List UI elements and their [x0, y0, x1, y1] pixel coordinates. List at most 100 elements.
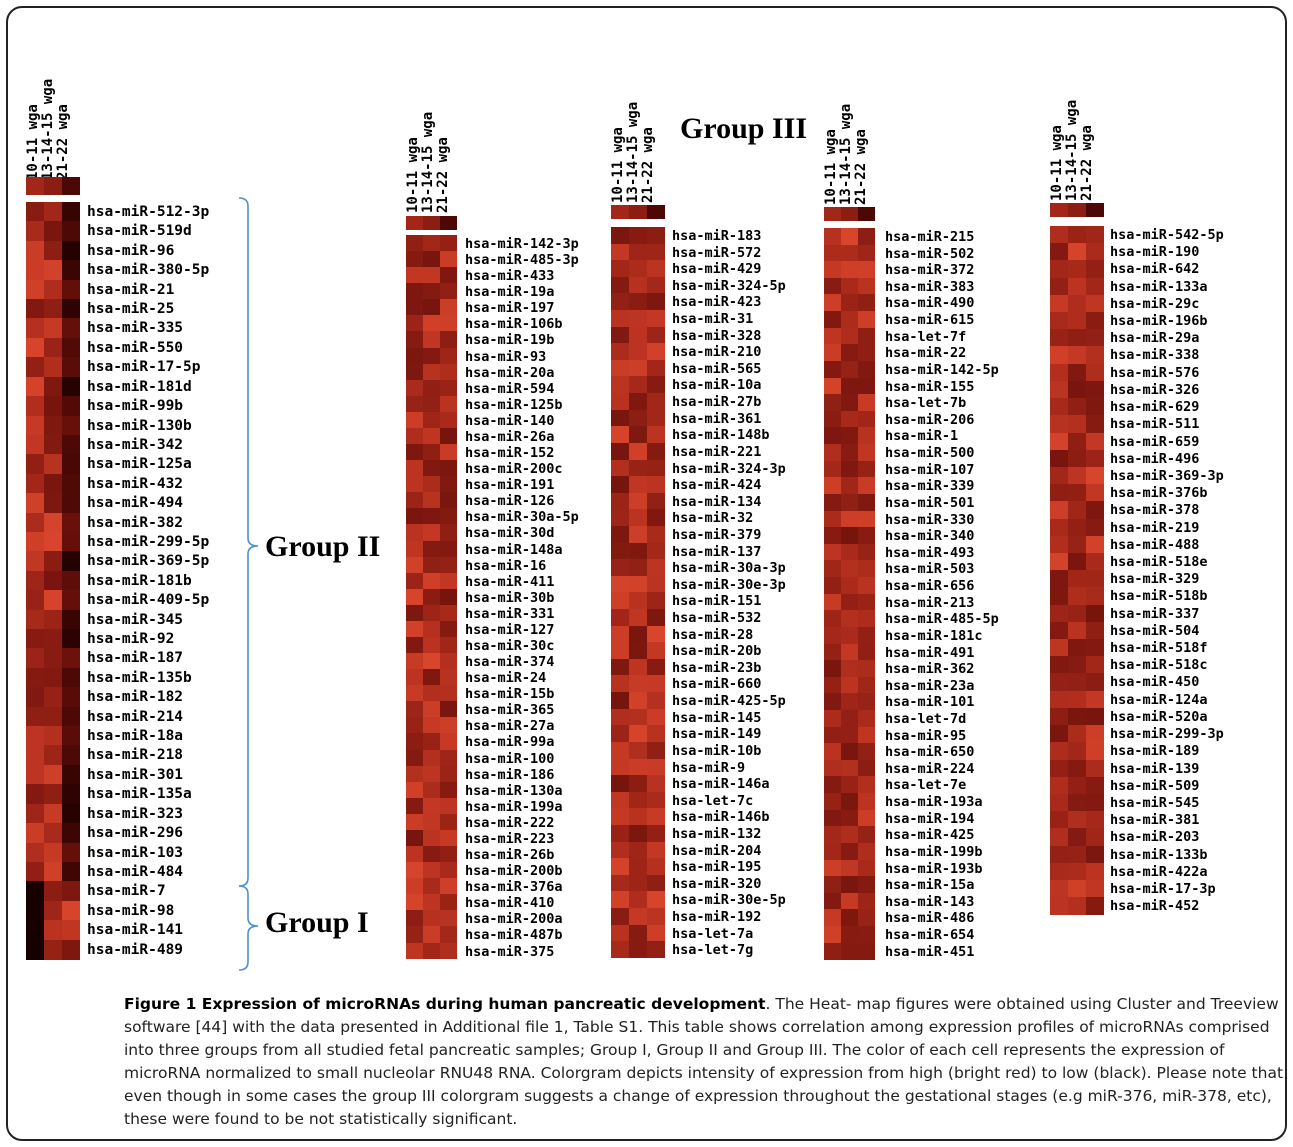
- caption-title: Figure 1 Expression of microRNAs during …: [124, 995, 766, 1013]
- heatmap-cell: [629, 326, 647, 344]
- mirna-label: hsa-miR-215: [885, 229, 975, 245]
- mirna-label: hsa-miR-10a: [672, 377, 762, 394]
- mirna-label: hsa-miR-654: [885, 927, 975, 944]
- mirna-label: hsa-miR-126: [465, 493, 555, 510]
- mirna-label: hsa-miR-30c: [465, 638, 555, 654]
- mirna-label: hsa-let-7g: [672, 942, 754, 959]
- heatmap-cell: [824, 759, 841, 778]
- heatmap-cell: [1086, 243, 1104, 261]
- heatmap-cell: [841, 344, 858, 362]
- column-header: 10-11 wga: [405, 137, 421, 213]
- heatmap-cell: [26, 434, 44, 455]
- heatmap-cell: [647, 310, 665, 328]
- heatmap-cell: [611, 476, 629, 494]
- heatmap-cell: [423, 701, 440, 718]
- heatmap-cell: [26, 900, 44, 921]
- mirna-label: hsa-let-7c: [672, 792, 754, 809]
- heatmap-cell: [44, 920, 62, 941]
- heatmap-cell: [62, 415, 80, 436]
- heatmap-cell: [629, 459, 647, 477]
- heatmap-cell: [647, 243, 665, 261]
- mirna-label: hsa-miR-135b: [87, 669, 192, 686]
- mirna-label: hsa-miR-331: [465, 605, 555, 622]
- heatmap-cell: [858, 892, 875, 911]
- mirna-label: hsa-miR-127: [465, 621, 555, 638]
- heatmap-cell: [406, 620, 423, 638]
- heatmap-cell: [1086, 518, 1104, 537]
- heatmap-cell: [440, 878, 457, 895]
- heatmap-cell: [629, 492, 647, 510]
- heatmap-cell: [647, 393, 665, 411]
- heatmap-cell: [1050, 656, 1068, 675]
- mirna-label: hsa-miR-133a: [1110, 278, 1208, 295]
- mirna-label: hsa-miR-511: [1110, 416, 1200, 433]
- heatmap-cell: [440, 846, 457, 863]
- mirna-label: hsa-miR-30a-5p: [465, 509, 579, 526]
- mirna-label: hsa-miR-380-5p: [87, 262, 210, 279]
- mirna-label: hsa-miR-545: [1110, 794, 1200, 811]
- heatmap-cell: [824, 892, 841, 911]
- heatmap-cell: [611, 725, 629, 743]
- heatmap-cell: [629, 525, 647, 544]
- mirna-label: hsa-miR-519d: [87, 223, 192, 240]
- heatmap-cell: [62, 745, 80, 766]
- mirna-label: hsa-miR-146b: [672, 809, 770, 826]
- mirna-label: hsa-miR-146a: [672, 776, 770, 793]
- heatmap-cell: [1050, 690, 1068, 709]
- heatmap-cell: [647, 525, 665, 544]
- heatmap-cell: [824, 228, 841, 246]
- mirna-label: hsa-miR-326: [1110, 381, 1200, 398]
- heatmap-cell: [62, 706, 80, 727]
- mirna-label: hsa-miR-197: [465, 300, 555, 317]
- heatmap-cell: [26, 473, 44, 494]
- heatmap-cell: [62, 648, 80, 669]
- heatmap-cell: [423, 685, 440, 702]
- heatmap-cell: [647, 924, 665, 942]
- heatmap-cell: [1050, 501, 1068, 520]
- heatmap-cell: [1068, 570, 1086, 588]
- heatmap-cell: [1068, 879, 1086, 898]
- mirna-label: hsa-miR-409-5p: [87, 592, 210, 609]
- heatmap-cell: [841, 410, 858, 429]
- heatmap-cell: [858, 244, 875, 262]
- heatmap-cell: [1086, 587, 1104, 606]
- mirna-label: hsa-miR-96: [87, 242, 175, 259]
- mirna-label: hsa-miR-133b: [1110, 846, 1208, 863]
- heatmap-cell: [647, 675, 665, 693]
- heatmap-cell: [647, 609, 665, 627]
- heatmap-cell: [62, 396, 80, 417]
- heatmap-cell: [423, 733, 440, 751]
- heatmap-cell: [406, 701, 423, 718]
- heatmap-cell: [44, 376, 62, 397]
- heatmap-cell: [824, 793, 841, 811]
- heatmap-cell: [1050, 639, 1068, 657]
- mirna-label: hsa-let-7e: [885, 777, 967, 794]
- heatmap-cell: [611, 941, 629, 959]
- mirna-label: hsa-miR-376b: [1110, 485, 1208, 502]
- mirna-label: hsa-miR-210: [672, 344, 762, 361]
- colorgram-cell: [440, 216, 457, 230]
- heatmap-cell: [406, 604, 423, 622]
- heatmap-cell: [611, 442, 629, 461]
- heatmap-cell: [440, 733, 457, 751]
- heatmap-cell: [1068, 639, 1086, 657]
- heatmap-cell: [824, 277, 841, 296]
- heatmap-cell: [647, 858, 665, 876]
- heatmap-cell: [647, 592, 665, 610]
- heatmap-cell: [440, 411, 457, 429]
- heatmap-cell: [44, 823, 62, 844]
- heatmap-cell: [1086, 673, 1104, 692]
- mirna-label: hsa-miR-183: [672, 228, 762, 244]
- heatmap-cell: [647, 359, 665, 378]
- mirna-label: hsa-miR-103: [87, 844, 184, 861]
- heatmap-cell: [1086, 725, 1104, 743]
- heatmap-cell: [841, 294, 858, 312]
- mirna-label: hsa-miR-134: [672, 493, 762, 510]
- mirna-label: hsa-miR-452: [1110, 898, 1200, 915]
- column-header: 13-14-15 wga: [1064, 99, 1080, 201]
- heatmap-cell: [62, 842, 80, 863]
- mirna-label: hsa-miR-192: [672, 909, 762, 925]
- mirna-label: hsa-let-7f: [885, 328, 967, 345]
- heatmap-cell: [1068, 432, 1086, 451]
- heatmap-cell: [611, 625, 629, 643]
